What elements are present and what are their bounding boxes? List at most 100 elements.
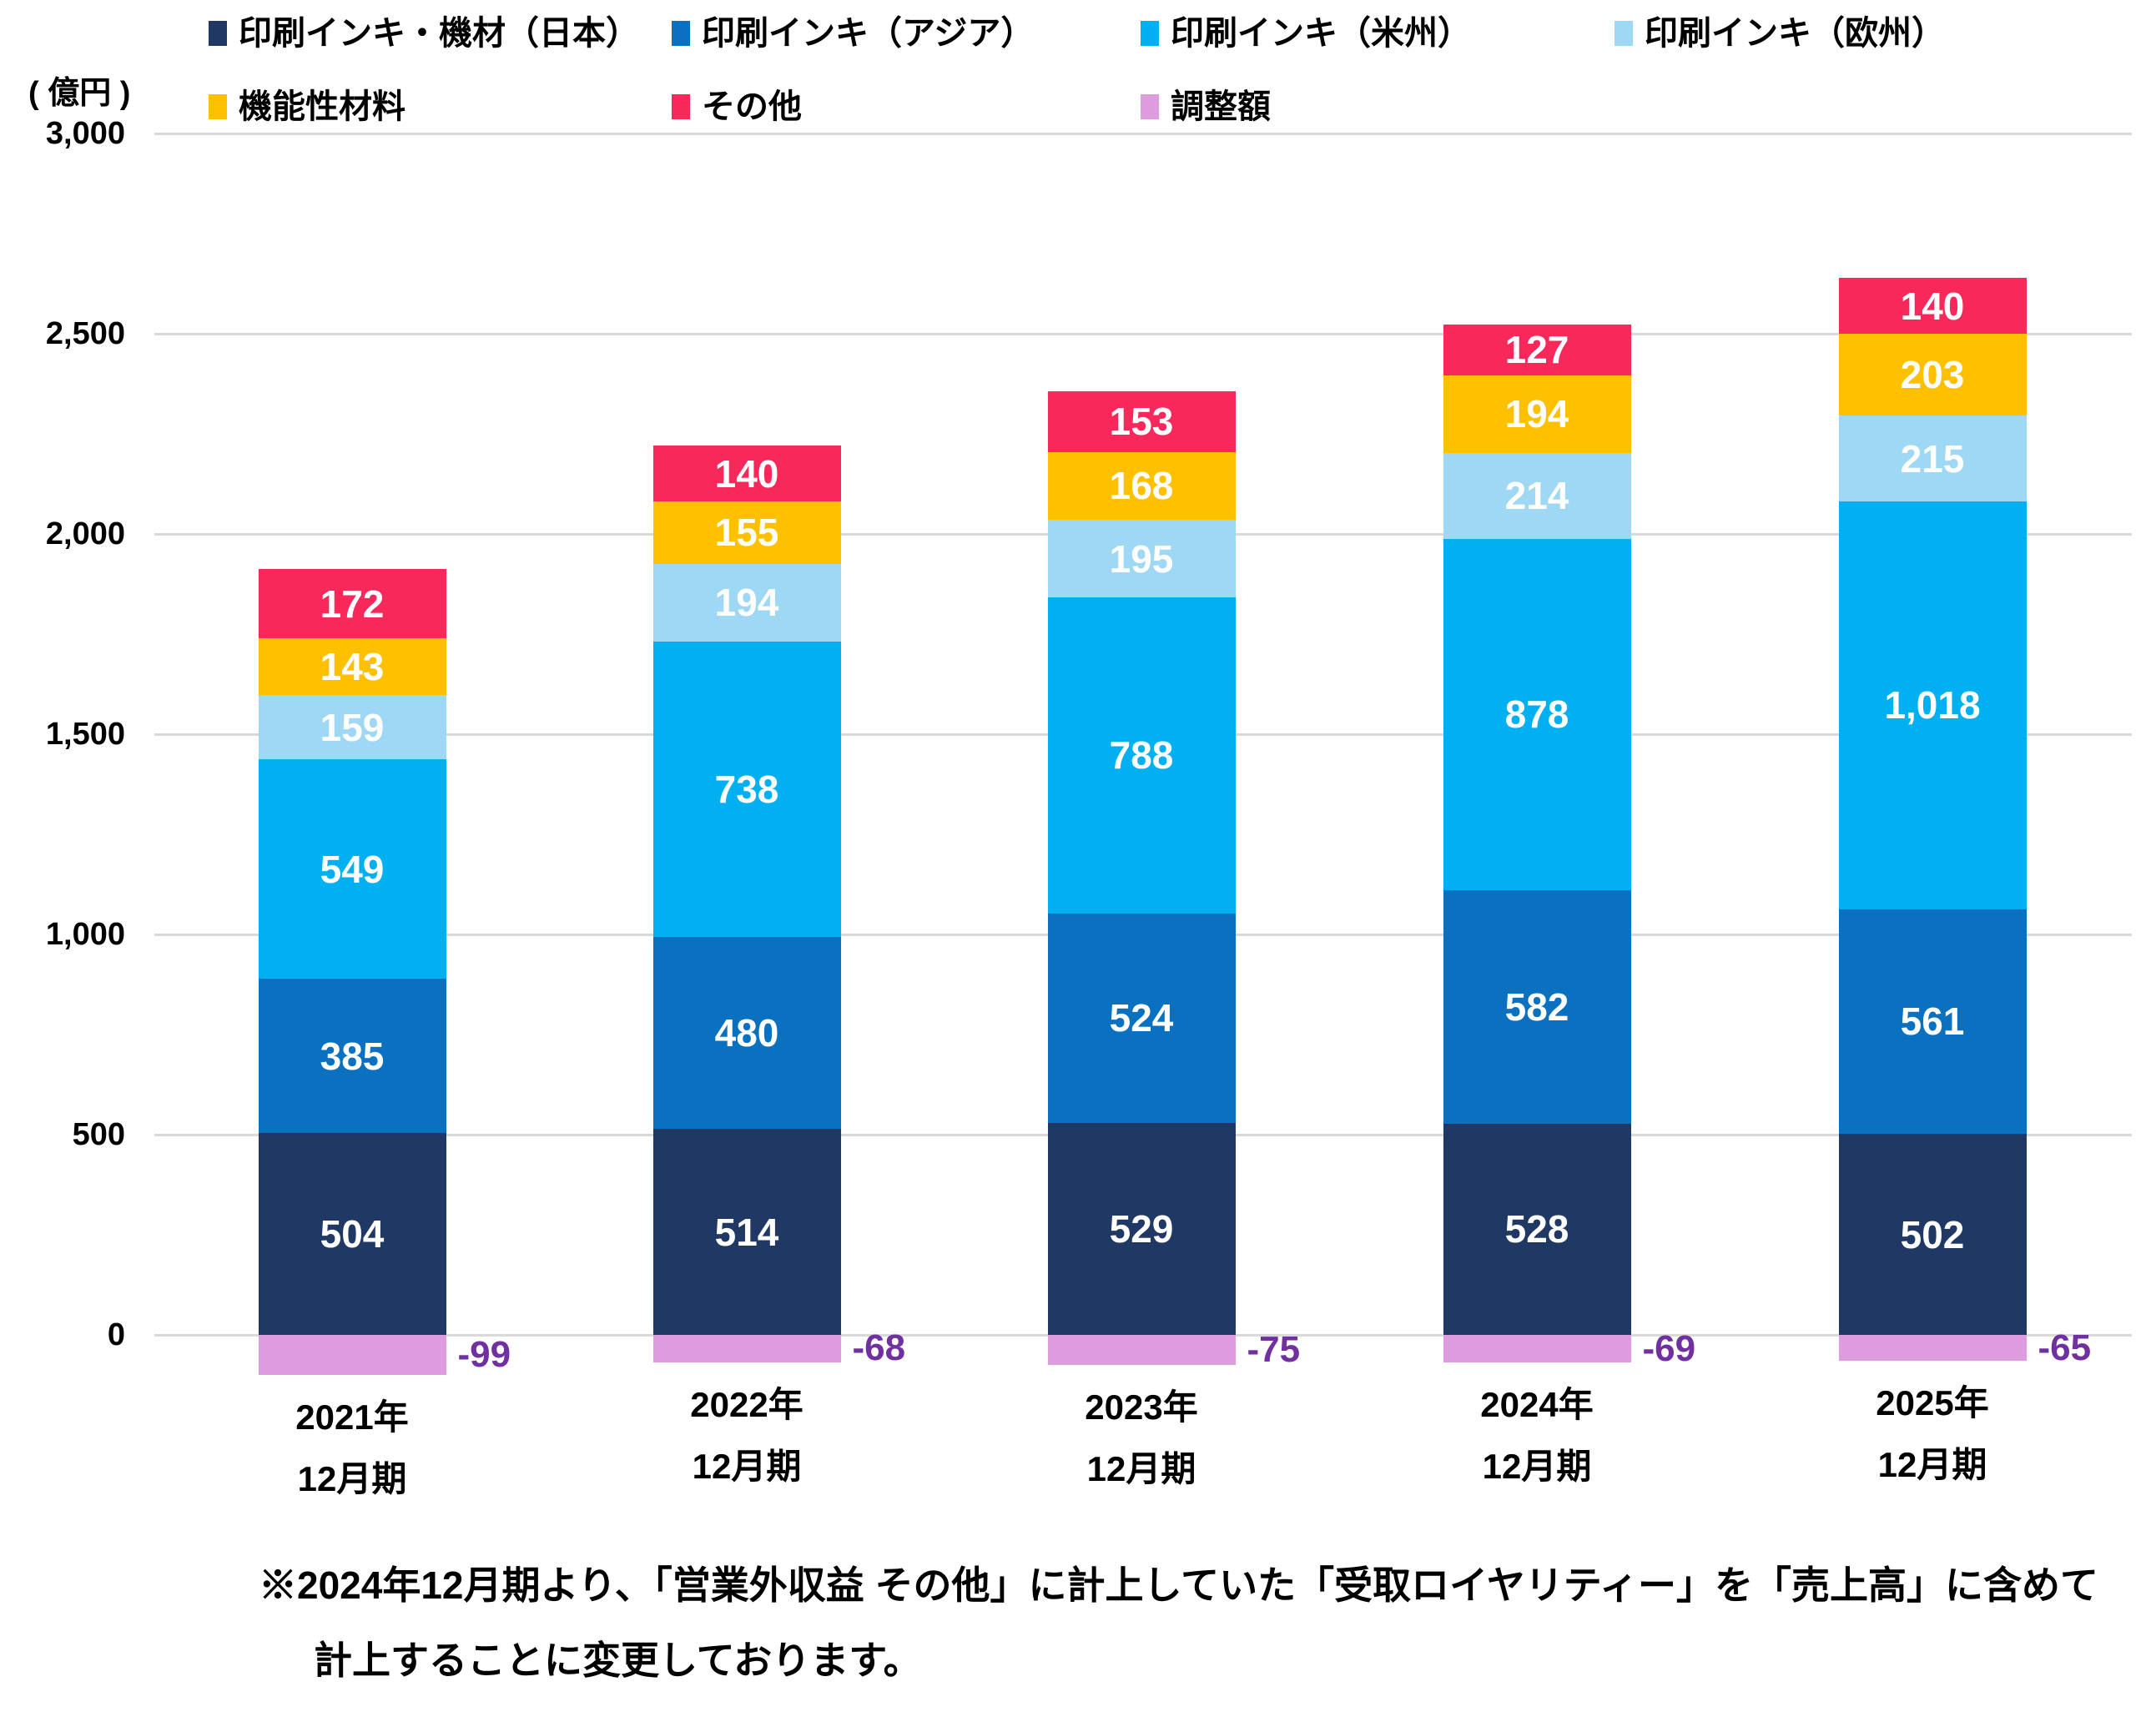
bar-value-label: 502 (1900, 1212, 1965, 1256)
bar-value-label: 480 (714, 1011, 779, 1055)
bar-segment-series6: 140 (652, 445, 841, 502)
legend-label-2: 印刷インキ（アジア） (702, 15, 1035, 52)
bar-value-label: 127 (1504, 328, 1569, 372)
bar-value-label: 549 (320, 847, 385, 891)
bar-segment-series3: 549 (258, 758, 446, 979)
bar-value-label: 140 (714, 451, 779, 496)
legend-label-1: 印刷インキ・機材（日本） (239, 15, 639, 52)
x-axis-label-2024-line1: 2024年 (1480, 1385, 1594, 1425)
legend-swatch-1 (209, 21, 227, 46)
bar-segment-series2: 561 (1838, 909, 2027, 1135)
legend-swatch-5 (209, 94, 227, 119)
bar-segment-series5: 143 (258, 637, 446, 696)
bar-segment-series1: 528 (1443, 1123, 1631, 1335)
bar-segment-series7 (258, 1335, 446, 1375)
legend-label-4: 印刷インキ（欧州） (1645, 15, 1945, 52)
legend-swatch-3 (1141, 21, 1159, 46)
bar-negative-value-label: -75 (1247, 1329, 1301, 1370)
legend-label-7: 調整額 (1171, 88, 1271, 125)
bar-value-label: 195 (1109, 536, 1174, 581)
y-tick-label-2,500: 2,500 (45, 316, 125, 351)
bar-segment-series1: 504 (258, 1133, 446, 1335)
bar-segment-series1: 502 (1838, 1134, 2027, 1335)
y-tick-label-1,500: 1,500 (45, 717, 125, 752)
bar-value-label: 878 (1504, 692, 1569, 737)
footnote-line-2: 計上することに変更しております。 (314, 1639, 922, 1682)
bar-value-label: 155 (714, 511, 779, 555)
legend-swatch-4 (1614, 21, 1633, 46)
bar-value-label: 194 (1504, 392, 1569, 436)
legend-label-6: その他 (702, 88, 802, 125)
legend-label-3: 印刷インキ（米州） (1171, 15, 1471, 52)
y-tick-label-500: 500 (72, 1117, 125, 1152)
bar-value-label: 561 (1900, 999, 1965, 1044)
x-axis-label-2023-line2: 12月期 (1086, 1449, 1196, 1488)
bar-segment-series3: 1,018 (1838, 501, 2027, 909)
bar-segment-series4: 195 (1047, 519, 1236, 598)
bar-negative-value-label: -68 (852, 1327, 906, 1369)
x-axis-label-2024-line2: 12月期 (1482, 1447, 1592, 1487)
bar-segment-series5: 194 (1443, 375, 1631, 454)
bar-segment-series6: 140 (1838, 278, 2027, 335)
bar-segment-series4: 215 (1838, 415, 2027, 502)
bar-segment-series2: 524 (1047, 913, 1236, 1124)
bar-value-label: 529 (1109, 1207, 1174, 1251)
x-axis-label-2025-line1: 2025年 (1876, 1383, 1989, 1423)
bar-value-label: 528 (1504, 1207, 1569, 1251)
x-axis-label-2023-line1: 2023年 (1085, 1387, 1198, 1427)
bar-segment-series4: 214 (1443, 453, 1631, 539)
gridline-3,000 (154, 133, 2132, 135)
bar-value-label: 524 (1109, 996, 1174, 1040)
bar-value-label: 214 (1504, 474, 1569, 518)
bar-segment-series2: 582 (1443, 890, 1631, 1124)
bar-value-label: 143 (320, 645, 385, 689)
bar-segment-series6: 172 (258, 569, 446, 638)
bar-value-label: 159 (320, 705, 385, 749)
bar-segment-series7 (652, 1335, 841, 1362)
bar-segment-series7 (1047, 1335, 1236, 1365)
bar-segment-series7 (1838, 1335, 2027, 1362)
bar-value-label: 172 (320, 582, 385, 626)
bar-value-label: 514 (714, 1210, 779, 1254)
bar-negative-value-label: -65 (2038, 1327, 2092, 1368)
gridline-2,500 (154, 333, 2132, 335)
bar-segment-series3: 788 (1047, 597, 1236, 914)
bar-segment-series2: 385 (258, 979, 446, 1134)
bar-value-label: 153 (1109, 400, 1174, 444)
x-axis-label-2021-line2: 12月期 (297, 1458, 407, 1498)
bar-segment-series6: 127 (1443, 324, 1631, 375)
bar-value-label: 194 (714, 581, 779, 625)
bar-value-label: 1,018 (1884, 683, 1981, 728)
axis-unit-label: ( 億円 ) (28, 76, 131, 111)
bar-value-label: 203 (1900, 353, 1965, 397)
bar-value-label: 582 (1504, 984, 1569, 1029)
bar-negative-value-label: -99 (457, 1333, 511, 1375)
bar-negative-value-label: -69 (1642, 1327, 1696, 1369)
bar-value-label: 788 (1109, 733, 1174, 778)
bar-value-label: 168 (1109, 464, 1174, 508)
bar-segment-series4: 194 (652, 563, 841, 642)
bar-segment-series4: 159 (258, 695, 446, 759)
bar-segment-series7 (1443, 1335, 1631, 1363)
bar-segment-series5: 203 (1838, 334, 2027, 415)
x-axis-label-2021-line1: 2021年 (295, 1397, 409, 1437)
bar-segment-series2: 480 (652, 936, 841, 1130)
bar-value-label: 385 (320, 1034, 385, 1078)
bar-segment-series3: 738 (652, 641, 841, 937)
y-tick-label-1,000: 1,000 (45, 917, 125, 952)
y-tick-label-3,000: 3,000 (45, 116, 125, 151)
x-axis-label-2022-line1: 2022年 (690, 1384, 803, 1424)
legend-swatch-6 (672, 94, 690, 119)
bar-value-label: 504 (320, 1212, 385, 1256)
bar-segment-series6: 153 (1047, 390, 1236, 453)
x-axis-label-2025-line2: 12月期 (1877, 1445, 1987, 1485)
bar-value-label: 738 (714, 767, 779, 811)
footnote-line-1: ※2024年12月期より、「営業外収益 その他」に計上していた「受取ロイヤリティ… (259, 1563, 2098, 1607)
bar-value-label: 215 (1900, 436, 1965, 481)
bar-value-label: 140 (1900, 284, 1965, 328)
legend-swatch-2 (672, 21, 690, 46)
y-tick-label-0: 0 (107, 1317, 125, 1352)
legend-swatch-7 (1141, 94, 1159, 119)
bar-segment-series1: 529 (1047, 1123, 1236, 1335)
